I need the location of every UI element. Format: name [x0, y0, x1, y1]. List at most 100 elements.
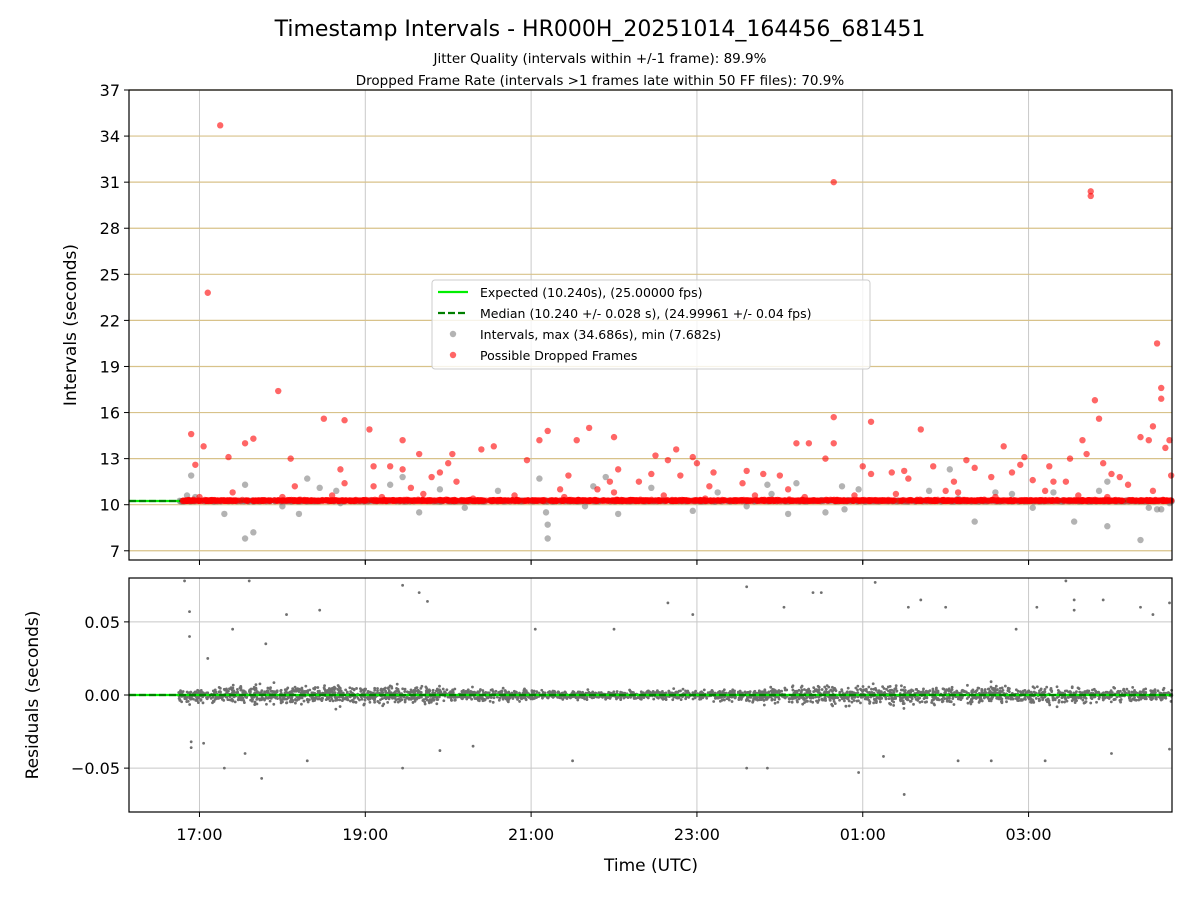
dropped-frame-point [736, 497, 744, 504]
dropped-frame-point [525, 497, 532, 504]
residual-point [722, 688, 726, 692]
dropped-frame-point [867, 418, 875, 425]
residual-point [395, 682, 399, 686]
dropped-frame-point [486, 497, 494, 504]
residual-point [413, 691, 417, 695]
dropped-frame-point [1166, 436, 1173, 444]
intervals-frame [128, 89, 1173, 561]
residual-point [258, 697, 262, 701]
residual-point [851, 691, 855, 695]
dropped-frame-point [677, 472, 684, 479]
residual-point [478, 690, 481, 693]
dropped-frame-point [420, 490, 427, 498]
dropped-frame-point [900, 496, 907, 504]
dropped-frame-point [523, 456, 531, 464]
residual-point [372, 691, 375, 695]
dropped-frame-point [250, 435, 257, 442]
dropped-frame-point [290, 497, 297, 504]
dropped-frame-point [370, 483, 377, 490]
dropped-frame-point [244, 497, 251, 504]
residual-point [902, 707, 906, 710]
dropped-frame-point [1018, 497, 1025, 504]
residuals-y-tick-label: 0.05 [84, 613, 120, 632]
dropped-frame-point [262, 497, 269, 504]
dropped-frame-point [428, 473, 435, 481]
residual-point [876, 691, 880, 694]
interval-point [689, 507, 696, 515]
residual-point [359, 689, 363, 693]
residual-point [654, 691, 658, 694]
dropped-frame-point [449, 450, 456, 458]
residual-point [838, 690, 842, 694]
residual-point [1103, 696, 1107, 700]
residual-point [1047, 701, 1051, 705]
residual-point [852, 699, 856, 702]
intervals-y-tick-label: 22 [100, 311, 120, 330]
residual-point [791, 688, 795, 692]
residual-point [328, 699, 332, 703]
dropped-frame-point [1072, 497, 1080, 505]
residual-point [338, 698, 342, 702]
residual-point [767, 690, 771, 694]
dropped-frame-point [561, 493, 568, 501]
dropped-frame-point [859, 463, 866, 470]
dropped-frame-point [693, 460, 701, 467]
residual-point [733, 691, 736, 695]
residual-point [872, 687, 876, 691]
residual-point [887, 697, 891, 701]
residual-point [1055, 705, 1059, 709]
residual-point [902, 702, 906, 705]
intervals-y-tick-label: 19 [100, 357, 120, 376]
residual-point [691, 697, 695, 701]
dropped-frame-point [279, 493, 286, 501]
residual-point [409, 688, 413, 692]
residual-point [859, 701, 862, 705]
residual-point [268, 699, 272, 703]
dropped-frame-point [445, 497, 452, 504]
residuals-y-tick-label: 0.00 [84, 686, 120, 705]
residual-point [1027, 696, 1030, 700]
dropped-frame-point [632, 497, 640, 504]
residual-point [1045, 685, 1049, 689]
residual-point [856, 684, 860, 688]
x-tick-label: 03:00 [1006, 825, 1052, 844]
dropped-frame-point [582, 497, 589, 504]
dropped-frame-point [635, 478, 643, 485]
dropped-frame-point [945, 497, 952, 505]
dropped-frame-point [1158, 395, 1165, 402]
residual-point [969, 702, 973, 706]
residual-point [870, 687, 873, 691]
dropped-frame-point [453, 478, 460, 485]
interval-point [250, 529, 257, 536]
residual-point [373, 700, 377, 704]
residual-point [516, 698, 519, 701]
residual-point [953, 691, 956, 694]
dropped-frame-point [399, 466, 406, 473]
dropped-frame-point [1054, 497, 1062, 504]
residual-point [231, 683, 235, 687]
residual-point [183, 697, 187, 700]
interval-point [295, 510, 303, 518]
dropped-frame-point [784, 486, 792, 493]
residual-point [970, 689, 974, 693]
dropped-frame-point [1050, 478, 1057, 485]
dropped-frame-point [187, 430, 195, 438]
residual-point [411, 701, 415, 704]
dropped-frame-point [1132, 497, 1140, 504]
residual-point [892, 704, 896, 707]
dropped-frame-point [445, 460, 452, 467]
dropped-frame-point [1079, 436, 1086, 444]
interval-point [764, 481, 771, 488]
residual-point [684, 697, 688, 701]
residual-point [1070, 686, 1074, 690]
dropped-frame-point [395, 497, 403, 504]
dropped-frame-point [1137, 433, 1144, 441]
interval-point [1008, 490, 1016, 498]
dropped-frame-point [1162, 444, 1169, 452]
residual-point [1055, 685, 1059, 689]
dropped-frame-point [817, 497, 824, 504]
residual-point [966, 683, 969, 687]
dropped-frame-point [867, 470, 875, 478]
residual-point [1019, 690, 1022, 694]
